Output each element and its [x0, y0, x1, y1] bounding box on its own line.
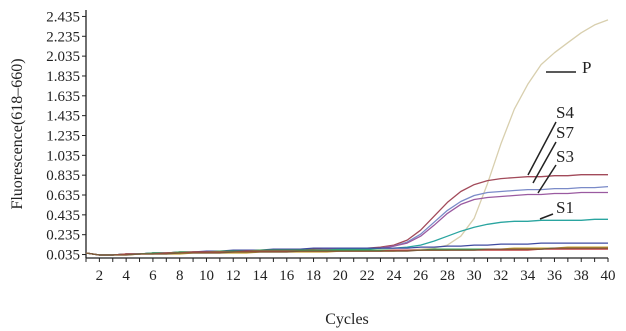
x-tick-label: 16: [279, 268, 295, 284]
x-tick-label: 12: [226, 268, 241, 284]
x-tick-label: 26: [413, 268, 429, 284]
x-tick-label: 22: [360, 268, 375, 284]
y-tick-label: 2.235: [46, 29, 80, 45]
annotation-leader-s7: [532, 141, 557, 184]
y-tick-label: 1.035: [46, 148, 80, 164]
x-tick-label: 30: [467, 268, 482, 284]
x-tick-label: 10: [199, 268, 214, 284]
series-lines: [85, 19, 609, 256]
series-line-s3: [85, 191, 608, 256]
x-axis: 2 4 6 8 10 12 14 16 18 20 22 24 26 28 30 32 34 36 38 40: [85, 257, 616, 284]
x-tick-label: 6: [149, 268, 157, 284]
annotation-label-s7: S7: [556, 123, 574, 142]
x-tick-label: 40: [601, 268, 616, 284]
y-tick-label: 2.435: [46, 9, 80, 25]
x-tick-label: 28: [440, 268, 455, 284]
x-tick-label: 8: [176, 268, 184, 284]
y-tick-label: 0.835: [46, 168, 80, 184]
y-tick-label: 1.635: [46, 89, 80, 105]
y-tick-label: 0.235: [46, 228, 80, 244]
annotation-leader-s3: [537, 164, 557, 194]
x-tick-label: 18: [306, 268, 321, 284]
x-tick-label: 24: [386, 268, 402, 284]
annotation-label-s1: S1: [556, 198, 574, 217]
x-axis-title: Cycles: [325, 311, 369, 328]
x-tick-label: 32: [493, 268, 508, 284]
y-axis: 0.035 0.235 0.435 0.635 0.835 1.035 1.235 1.435…: [46, 9, 87, 264]
series-line-10: [85, 247, 608, 256]
series-line-s4: [85, 174, 608, 256]
x-tick-label: 14: [253, 268, 269, 284]
y-tick-label: 0.035: [46, 248, 80, 264]
y-axis-title: Fluorescence(618–660): [9, 58, 26, 209]
x-tick-label: 4: [122, 268, 130, 284]
y-tick-label: 0.635: [46, 188, 80, 204]
annotation-label-s3: S3: [556, 147, 574, 166]
y-tick-label: 2.035: [46, 49, 80, 65]
annotation-label-s4: S4: [556, 103, 574, 122]
x-tick-label: 36: [547, 268, 563, 284]
annotation-label-p: P: [582, 58, 591, 77]
y-tick-label: 1.835: [46, 69, 80, 85]
x-tick-label: 38: [574, 268, 589, 284]
x-tick-label: 2: [96, 268, 104, 284]
y-tick-label: 1.235: [46, 128, 80, 144]
series-line-p: [85, 19, 609, 256]
y-tick-label: 0.435: [46, 208, 80, 224]
y-tick-label: 1.435: [46, 109, 80, 125]
x-tick-label: 34: [520, 268, 536, 284]
x-tick-label: 20: [333, 268, 348, 284]
annotation-leader-s1: [539, 213, 554, 220]
annotation-leader-s4: [527, 121, 557, 176]
